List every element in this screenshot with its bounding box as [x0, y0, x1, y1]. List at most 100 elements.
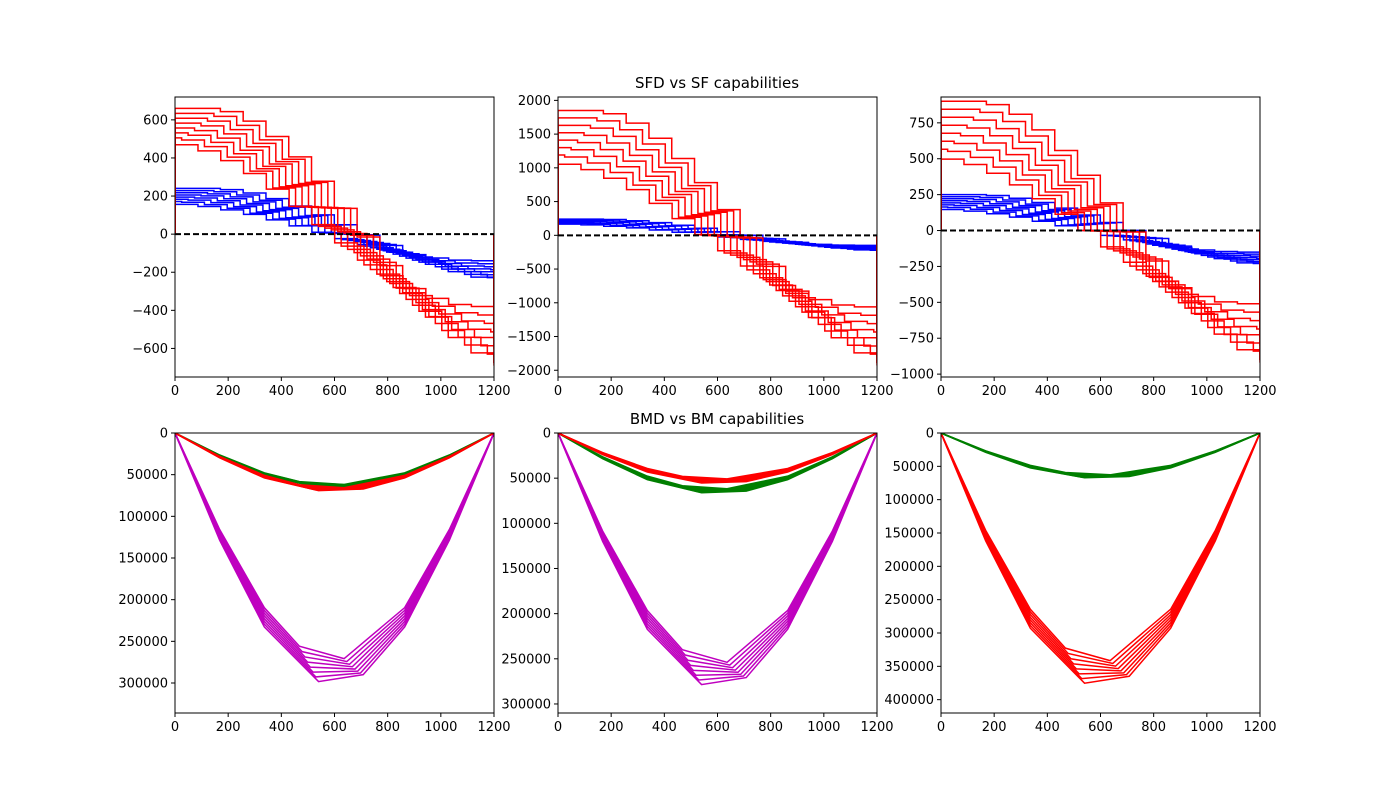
x-tick-label: 200 — [216, 720, 241, 735]
y-tick-label: 100000 — [884, 493, 934, 508]
plot-area — [941, 433, 1260, 685]
x-tick-label: 1000 — [807, 384, 840, 399]
series-bending_moment-curve-7 — [941, 433, 1260, 479]
sfd-title: SFD vs SF capabilities — [635, 74, 799, 92]
series-bending_capacity-curve-6 — [558, 433, 877, 681]
x-tick-label: 0 — [171, 384, 179, 399]
series-bending_capacity-curve-7 — [558, 433, 877, 494]
y-tick-label: −1500 — [507, 330, 551, 345]
x-tick-label: 600 — [705, 384, 730, 399]
y-tick-label: −1000 — [507, 296, 551, 311]
y-tick-label: −250 — [898, 260, 934, 275]
x-tick-label: 600 — [1088, 384, 1113, 399]
x-tick-label: 0 — [937, 720, 945, 735]
series-bending_capacity-curve-5 — [175, 433, 494, 673]
series-bending_capacity-curve-7 — [558, 433, 877, 686]
y-tick-label: 200 — [143, 190, 168, 205]
x-tick-label: 800 — [375, 720, 400, 735]
x-tick-label: 1200 — [477, 384, 510, 399]
x-tick-label: 800 — [375, 384, 400, 399]
y-tick-label: 150000 — [884, 527, 934, 542]
series-bending_capacity-curve-4 — [558, 433, 877, 674]
x-tick-label: 400 — [269, 720, 294, 735]
x-tick-label: 400 — [652, 384, 677, 399]
x-tick-label: 800 — [1141, 384, 1166, 399]
x-tick-label: 1000 — [807, 720, 840, 735]
x-tick-label: 800 — [758, 720, 783, 735]
x-tick-label: 200 — [982, 384, 1007, 399]
plot-area — [175, 433, 494, 683]
y-tick-label: 100000 — [118, 510, 168, 525]
series-bending_capacity-curve-4 — [175, 433, 494, 670]
series-bending_capacity-curve-2 — [941, 433, 1260, 667]
y-tick-label: 50000 — [510, 472, 551, 487]
subplot-grid: 0 200 400 600 800 1000 1200−600−400−2000200400… — [118, 94, 1276, 735]
x-tick-label: 1200 — [860, 720, 893, 735]
subplot-0-1: 0 200 400 600 800 1000 1200 −2000 −1500 −1000 −500… — [507, 94, 894, 399]
y-tick-label: 200000 — [118, 593, 168, 608]
x-tick-label: 800 — [758, 384, 783, 399]
y-tick-label: 750 — [909, 116, 934, 131]
series-bending_capacity-curve-3 — [558, 433, 877, 671]
x-tick-label: 0 — [554, 384, 562, 399]
series-bending_capacity-curve-2 — [558, 433, 877, 669]
series-shear_capacity-curve-4 — [175, 122, 494, 341]
x-tick-label: 400 — [1035, 384, 1060, 399]
y-tick-label: 50000 — [127, 468, 168, 483]
y-tick-label: 0 — [543, 427, 551, 442]
y-tick-label: 150000 — [118, 552, 168, 567]
series-bending_capacity-curve-4 — [941, 433, 1260, 672]
series-shear_capacity-curve-3 — [175, 127, 494, 333]
x-tick-label: 400 — [652, 720, 677, 735]
x-tick-label: 1000 — [1190, 720, 1223, 735]
x-tick-label: 400 — [1035, 720, 1060, 735]
x-tick-label: 200 — [599, 720, 624, 735]
bmd-title: BMD vs BM capabilities — [630, 410, 804, 428]
series-bending_capacity-curve-6 — [941, 433, 1260, 680]
series-bending_capacity-curve-3 — [941, 433, 1260, 670]
series-bending_capacity-curve-1 — [175, 433, 494, 663]
plot-area — [175, 107, 494, 366]
series-bending_capacity-curve-1 — [558, 433, 877, 666]
series-shear_capacity-curve-7 — [941, 100, 1260, 363]
y-tick-label: −400 — [132, 304, 168, 319]
y-tick-label: −1000 — [890, 368, 934, 383]
series-bending_capacity-curve-5 — [558, 433, 877, 677]
plot-area — [558, 433, 877, 686]
subplot-0-0: 0 200 400 600 800 1000 1200 −600 −400 −200 0 200 400… — [132, 96, 511, 399]
x-tick-label: 1200 — [477, 720, 510, 735]
subplot-1-2: 0 200 400 600 800 1000 1200 0 50000 100000 150000 2… — [884, 427, 1276, 736]
y-tick-label: 0 — [926, 427, 934, 442]
series-bending_capacity-curve-0 — [175, 433, 494, 660]
series-shear_capacity-curve-4 — [558, 132, 877, 341]
y-tick-label: 1500 — [518, 128, 551, 143]
plot-area — [558, 109, 877, 366]
x-tick-label: 1200 — [1243, 384, 1276, 399]
series-bending_moment-curve-7 — [558, 433, 877, 484]
x-tick-label: 0 — [554, 720, 562, 735]
series-shear_capacity-curve-1 — [175, 137, 494, 316]
y-tick-label: −500 — [898, 296, 934, 311]
x-tick-label: 1000 — [424, 720, 457, 735]
y-tick-label: 200000 — [501, 607, 551, 622]
y-tick-label: 250000 — [501, 652, 551, 667]
y-tick-label: 350000 — [884, 660, 934, 675]
series-bending_moment-curve-7 — [175, 433, 494, 492]
y-tick-label: −750 — [898, 332, 934, 347]
y-tick-label: 50000 — [893, 460, 934, 475]
series-bending_capacity-curve-1 — [941, 433, 1260, 665]
x-tick-label: 200 — [216, 384, 241, 399]
y-tick-label: 0 — [543, 229, 551, 244]
x-tick-label: 600 — [705, 720, 730, 735]
series-bending_capacity-curve-0 — [558, 433, 877, 664]
x-tick-label: 1000 — [424, 384, 457, 399]
y-tick-label: 400000 — [884, 693, 934, 708]
subplot-0-2: 0 200 400 600 800 1000 1200 −1000 −750 −500 −250 0 2… — [890, 96, 1277, 399]
series-shear_capacity-curve-6 — [941, 108, 1260, 355]
x-tick-label: 400 — [269, 384, 294, 399]
x-tick-label: 200 — [982, 720, 1007, 735]
x-tick-label: 600 — [1088, 720, 1113, 735]
y-tick-label: 250 — [909, 188, 934, 203]
subplot-1-1: 0 200 400 600 800 1000 1200 0 50000 100000 150000 2… — [501, 427, 893, 736]
